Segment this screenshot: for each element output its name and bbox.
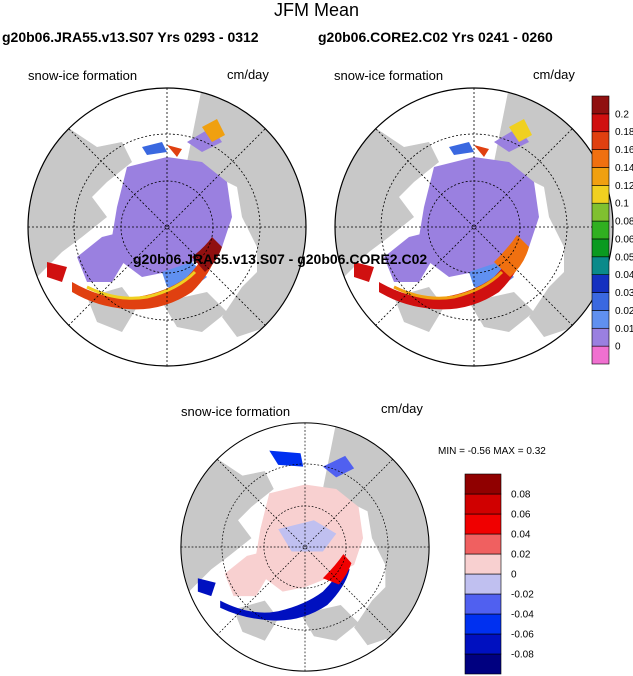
colorbar-top-swatch — [591, 202, 610, 222]
right-units-label: cm/day — [533, 67, 575, 82]
land-mass — [162, 292, 227, 332]
diff-zone — [278, 520, 337, 552]
main-title: JFM Mean — [273, 0, 360, 20]
formation-band — [47, 262, 67, 282]
land-mass — [494, 88, 613, 337]
colorbar-diff: -0.08 -0.06 -0.04 -0.02 0 0.02 0.04 0.06 0.08 — [464, 473, 534, 675]
colorbar-top-label: 0.01 — [615, 324, 633, 335]
colorbar-top-label: 0.02 — [615, 306, 633, 317]
colorbar-diff-swatch — [464, 473, 502, 495]
diff-zone — [322, 455, 355, 478]
formation-band — [494, 235, 529, 277]
formation-band — [86, 270, 197, 300]
colorbar-top-label: 0 — [615, 342, 621, 353]
colorbar-top-label: 0.18 — [615, 127, 633, 138]
colorbar-top-label: 0.05 — [615, 252, 633, 263]
land-mass — [469, 292, 534, 332]
colorbar-diff-label: 0.04 — [511, 530, 531, 541]
sea-ice-zone — [112, 157, 232, 277]
colorbar-top-label: 0.1 — [615, 199, 629, 210]
colorbar-diff-swatch — [464, 633, 502, 655]
right-panel-title: g20b06.CORE2.C02 Yrs 0241 - 0260 — [318, 29, 553, 45]
land-mass — [322, 422, 430, 646]
colorbar-top-label: 0.03 — [615, 288, 633, 299]
colorbar-diff-swatch — [464, 613, 502, 635]
colorbar-diff-swatch — [464, 593, 502, 615]
colorbar-diff-label: 0.06 — [511, 510, 531, 521]
colorbar-top-swatch — [591, 238, 610, 258]
formation-band — [393, 270, 504, 300]
diff-panel-title: g20b06.JRA55.v13.S07 - g20b06.CORE2.C02 — [133, 251, 428, 267]
colorbar-top-swatch — [591, 167, 610, 186]
colorbar-top-swatch — [591, 220, 610, 240]
colorbar-top-swatch — [591, 310, 610, 329]
colorbar-diff-label: 0 — [511, 570, 517, 581]
colorbar-diff-label: -0.02 — [511, 590, 534, 601]
diff-zone — [220, 564, 350, 621]
land-mass — [180, 457, 274, 601]
colorbar-top-label: 0.12 — [615, 181, 633, 192]
colorbar-diff-label: 0.08 — [511, 490, 531, 501]
colorbar-top-swatch — [591, 345, 610, 365]
land-mass — [187, 88, 306, 337]
colorbar-diff-swatch — [464, 553, 502, 575]
left-polar-map — [27, 87, 307, 367]
left-variable-label: snow-ice formation — [28, 68, 138, 83]
formation-band — [449, 142, 474, 155]
formation-band — [474, 145, 489, 157]
diff-zone — [269, 450, 304, 467]
formation-band — [192, 237, 222, 272]
right-variable-label: snow-ice formation — [334, 68, 444, 83]
colorbar-top-swatch — [591, 327, 610, 347]
formation-band — [202, 119, 225, 142]
colorbar-top-swatch — [591, 274, 610, 293]
colorbar-top-swatch — [591, 292, 610, 311]
land-mass — [335, 127, 439, 287]
colorbar-diff-swatch — [464, 513, 502, 535]
colorbar-diff-label: -0.04 — [511, 610, 534, 621]
formation-band — [354, 262, 374, 282]
formation-band — [509, 119, 532, 142]
colorbar-top-swatch — [591, 185, 610, 204]
colorbar-top-label: 0.04 — [615, 270, 633, 281]
colorbar-diff-label: -0.06 — [511, 630, 534, 641]
sea-ice-zone — [77, 232, 127, 282]
colorbar-top-swatch — [591, 149, 610, 168]
diff-zone — [224, 551, 270, 597]
colorbar-top-label: 0.08 — [615, 217, 633, 228]
colorbar-diff-label: 0.02 — [511, 550, 531, 561]
colorbar-diff-swatch — [464, 533, 502, 555]
colorbar-top-swatch — [591, 256, 610, 275]
colorbar-top-label: 0.2 — [615, 109, 629, 120]
formation-band — [167, 145, 182, 157]
colorbar-top-label: 0.06 — [615, 234, 633, 245]
land-mass — [28, 127, 132, 287]
colorbar-diff-swatch — [464, 493, 502, 515]
diff-minmax-label: MIN = -0.56 MAX = 0.32 — [438, 446, 546, 457]
colorbar-diff-label: -0.08 — [511, 650, 534, 661]
colorbar-diff-swatch — [464, 573, 502, 595]
formation-band — [379, 247, 524, 310]
colorbar-top-swatch — [591, 113, 610, 133]
diff-variable-label: snow-ice formation — [181, 404, 291, 419]
diff-zone — [197, 578, 216, 597]
diff-polar-map — [180, 422, 430, 672]
colorbar-top-label: 0.16 — [615, 145, 633, 156]
land-mass — [300, 605, 359, 641]
colorbar-top-swatch — [591, 95, 610, 115]
colorbar-top: 0 0.01 0.02 0.03 0.04 0.05 0.06 0.08 0.1 0.12 0.14… — [591, 95, 633, 365]
formation-band — [72, 247, 217, 310]
left-units-label: cm/day — [227, 67, 269, 82]
diff-zone — [322, 554, 352, 585]
colorbar-top-swatch — [591, 131, 610, 150]
formation-band — [142, 142, 167, 155]
colorbar-top-label: 0.14 — [615, 163, 633, 174]
diff-units-label: cm/day — [381, 401, 423, 416]
colorbar-diff-swatch — [464, 653, 502, 675]
right-polar-map — [334, 87, 614, 367]
left-panel-title: g20b06.JRA55.v13.S07 Yrs 0293 - 0312 — [2, 29, 259, 45]
sea-ice-zone — [384, 232, 434, 282]
